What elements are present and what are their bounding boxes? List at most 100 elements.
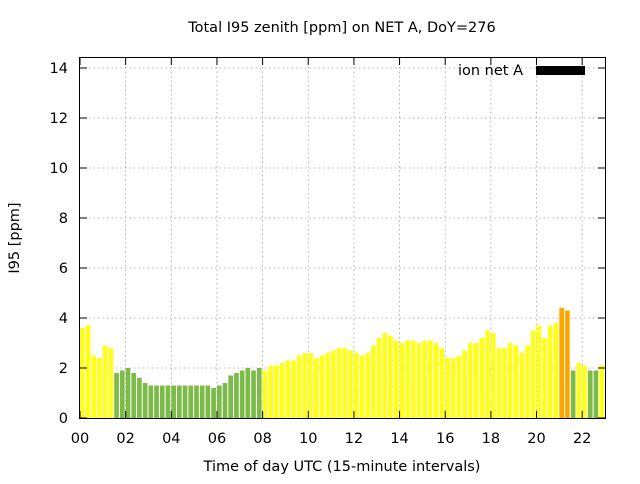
data-bar: [530, 330, 536, 418]
data-bar: [485, 330, 490, 418]
data-bar: [388, 335, 393, 418]
data-bar: [256, 368, 262, 418]
data-bar: [348, 350, 353, 418]
data-bar: [450, 358, 456, 418]
x-tick-label: 12: [345, 431, 363, 447]
data-bar: [85, 325, 91, 418]
data-bar: [456, 355, 462, 418]
data-bar: [519, 353, 525, 418]
data-bar: [319, 355, 325, 418]
data-bar: [239, 370, 245, 418]
chart-title: Total I95 zenith [ppm] on NET A, DoY=276: [187, 20, 496, 36]
data-bar: [399, 343, 405, 418]
data-bar: [165, 385, 171, 418]
data-bar: [565, 310, 570, 418]
data-bar: [576, 363, 582, 418]
data-bar: [216, 385, 222, 418]
data-bar: [313, 358, 319, 418]
data-bar: [410, 340, 416, 418]
data-bar: [211, 388, 216, 418]
data-bar: [137, 378, 142, 418]
data-bar: [336, 348, 342, 418]
y-tick-label: 6: [59, 261, 68, 277]
data-bar: [525, 345, 530, 418]
data-bar: [148, 385, 154, 418]
data-bar: [159, 385, 165, 418]
data-bar: [331, 350, 336, 418]
data-bar: [582, 365, 587, 418]
y-tick-label: 12: [50, 111, 68, 127]
data-bar: [359, 355, 365, 418]
data-bar: [108, 348, 114, 418]
data-bar: [114, 373, 119, 418]
x-tick-label: 16: [436, 431, 454, 447]
data-bar: [119, 370, 125, 418]
data-bar: [325, 353, 331, 418]
data-bar: [251, 370, 256, 418]
data-bar: [587, 370, 593, 418]
x-tick-label: 10: [299, 431, 317, 447]
data-bar: [182, 385, 188, 418]
legend: ion net A: [458, 63, 585, 79]
data-bar: [285, 360, 291, 418]
data-bar: [268, 365, 273, 418]
data-bar: [291, 360, 296, 418]
data-bar: [468, 343, 473, 418]
data-bar: [445, 358, 450, 418]
data-bar: [376, 338, 382, 418]
data-bar: [199, 385, 205, 418]
x-axis-label: Time of day UTC (15-minute intervals): [203, 459, 481, 475]
y-tick-label: 14: [50, 61, 68, 77]
data-bar: [507, 343, 513, 418]
data-bar: [382, 333, 388, 418]
data-bar: [422, 340, 428, 418]
data-bar: [228, 375, 234, 418]
data-bar: [131, 373, 137, 418]
data-bar: [302, 353, 308, 418]
data-bar: [559, 308, 565, 418]
x-tick-label: 08: [253, 431, 271, 447]
data-bar: [342, 348, 348, 418]
grid: [80, 58, 605, 418]
legend-label: ion net A: [458, 63, 523, 79]
data-bar: [365, 353, 371, 418]
data-bar: [513, 345, 519, 418]
data-bar: [97, 358, 102, 418]
y-tick-label: 0: [59, 411, 68, 427]
y-tick-label: 8: [59, 211, 68, 227]
data-bar: [171, 385, 176, 418]
data-bar: [80, 328, 85, 418]
data-bar: [570, 370, 576, 418]
data-bar: [102, 345, 108, 418]
data-bar: [496, 348, 502, 418]
y-tick-label: 4: [59, 311, 68, 327]
data-bar: [553, 323, 559, 418]
legend-swatch: [536, 66, 585, 75]
data-bar: [462, 350, 468, 418]
data-bar: [371, 345, 376, 418]
data-bar: [502, 348, 507, 418]
data-bar: [593, 370, 599, 418]
data-bar: [222, 383, 228, 418]
data-bar: [428, 340, 433, 418]
data-bar: [245, 368, 251, 418]
bars: [80, 308, 604, 418]
y-axis-label: I95 [ppm]: [7, 202, 23, 273]
data-bar: [125, 368, 131, 418]
data-bar: [234, 373, 239, 418]
x-tick-label: 14: [390, 431, 408, 447]
data-bar: [490, 333, 496, 418]
x-tick-label: 20: [527, 431, 545, 447]
data-bar: [262, 370, 268, 418]
x-tick-label: 22: [573, 431, 591, 447]
data-bar: [142, 383, 148, 418]
data-bar: [393, 340, 399, 418]
data-bar: [547, 325, 553, 418]
x-tick-label: 18: [482, 431, 500, 447]
data-bar: [416, 343, 422, 418]
y-tick-label: 10: [50, 161, 68, 177]
data-bar: [274, 365, 279, 418]
